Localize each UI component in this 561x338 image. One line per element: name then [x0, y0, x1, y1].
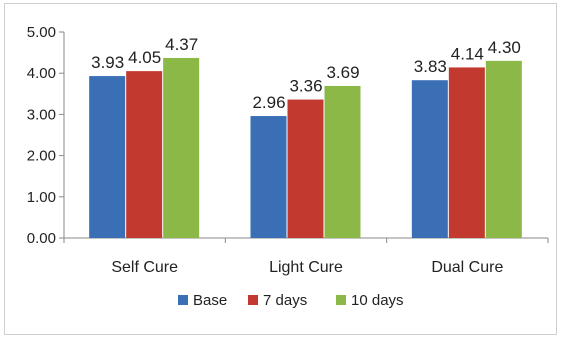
- legend-swatch: [248, 295, 258, 305]
- data-label: 4.37: [165, 35, 198, 54]
- bar: [324, 85, 361, 238]
- bar: [163, 57, 200, 239]
- data-label: 4.14: [451, 44, 484, 63]
- data-label: 4.30: [488, 38, 521, 57]
- bar: [485, 60, 522, 239]
- data-label: 3.69: [326, 63, 359, 82]
- y-tick-label: 2.00: [27, 148, 56, 165]
- bar: [411, 80, 448, 238]
- y-tick-label: 1.00: [27, 189, 56, 206]
- data-label: 3.36: [289, 77, 322, 96]
- bar: [448, 67, 485, 238]
- y-tick-label: 4.00: [27, 65, 56, 82]
- bar: [287, 99, 324, 239]
- legend-label: 7 days: [263, 292, 307, 309]
- data-label: 2.96: [252, 93, 285, 112]
- data-label: 3.93: [91, 53, 124, 72]
- y-tick-label: 0.00: [27, 230, 56, 247]
- y-tick-label: 5.00: [27, 24, 56, 41]
- legend-swatch: [178, 295, 188, 305]
- bar: [89, 76, 126, 238]
- bar: [250, 116, 287, 238]
- y-tick-label: 3.00: [27, 106, 56, 123]
- x-tick-label: Dual Cure: [431, 259, 503, 276]
- legend-label: Base: [193, 292, 227, 309]
- data-label: 4.05: [128, 48, 161, 67]
- legend-label: 10 days: [351, 292, 404, 309]
- legend-swatch: [336, 295, 346, 305]
- data-label: 3.83: [414, 57, 447, 76]
- x-tick-label: Self Cure: [111, 259, 178, 276]
- x-tick-label: Light Cure: [269, 259, 343, 276]
- bar: [126, 71, 163, 238]
